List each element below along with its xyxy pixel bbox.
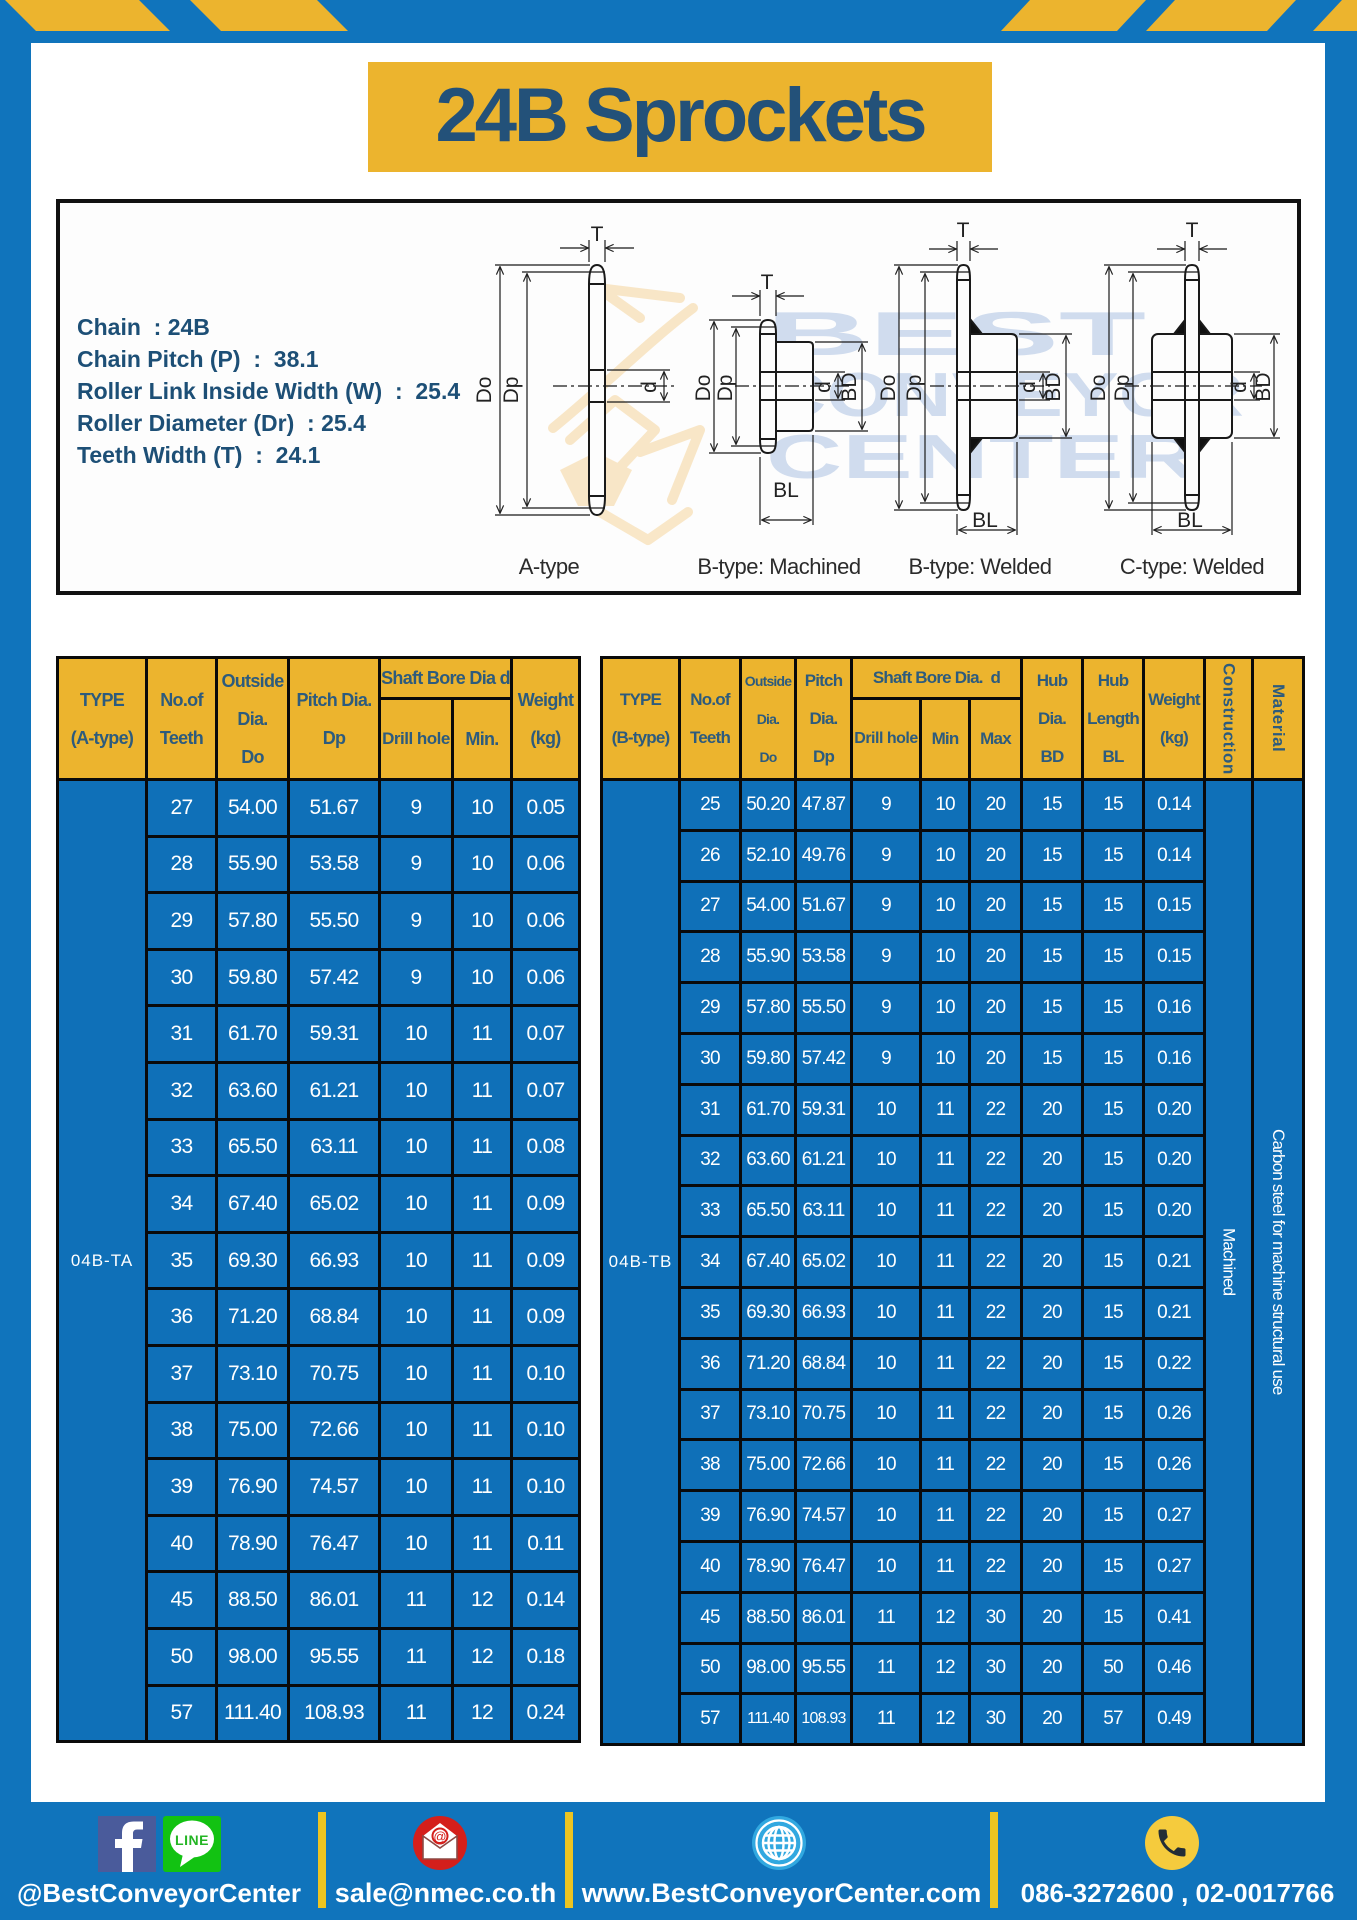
svg-text:B-type: Machined: B-type: Machined	[697, 554, 860, 579]
svg-text:Dp: Dp	[903, 375, 926, 402]
svg-text:d: d	[1228, 381, 1251, 393]
svg-text:B-type: Welded: B-type: Welded	[908, 554, 1051, 579]
svg-text:A-type: A-type	[519, 554, 580, 579]
svg-text:BL: BL	[1177, 509, 1203, 532]
svg-text:Do: Do	[877, 375, 900, 402]
svg-text:@: @	[433, 1829, 446, 1844]
svg-text:BD: BD	[1042, 372, 1065, 401]
svg-text:Dp: Dp	[1111, 375, 1134, 402]
svg-text:Do: Do	[692, 375, 715, 402]
svg-text:BL: BL	[972, 509, 998, 532]
svg-text:Do: Do	[1087, 375, 1110, 402]
svg-text:Dp: Dp	[500, 377, 523, 404]
svg-text:Do: Do	[473, 377, 496, 404]
svg-text:Dp: Dp	[714, 375, 737, 402]
svg-text:d: d	[1017, 381, 1040, 393]
svg-text:d: d	[812, 381, 835, 393]
svg-text:T: T	[1186, 219, 1199, 242]
svg-text:BD: BD	[1252, 372, 1275, 401]
svg-text:d: d	[638, 381, 661, 393]
svg-text:T: T	[957, 219, 970, 242]
svg-text:BL: BL	[773, 479, 799, 502]
svg-text:BD: BD	[838, 372, 861, 401]
svg-text:LINE: LINE	[175, 1832, 209, 1848]
svg-text:T: T	[761, 271, 774, 294]
svg-text:C-type: Welded: C-type: Welded	[1120, 554, 1264, 579]
svg-text:T: T	[591, 223, 604, 246]
